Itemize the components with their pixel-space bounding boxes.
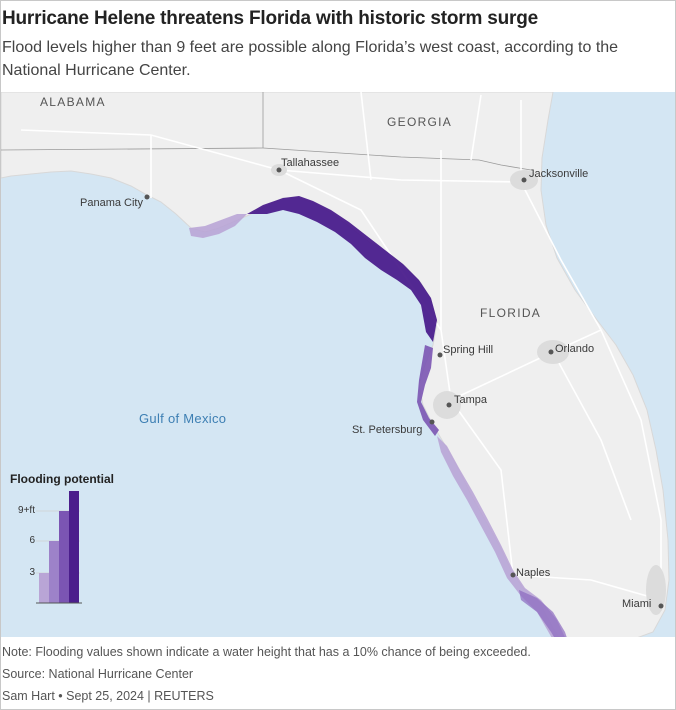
city-label-tallahassee: Tallahassee xyxy=(281,157,340,169)
city-label-orlando: Orlando xyxy=(555,343,595,355)
city-dot-tallahassee xyxy=(276,167,282,173)
legend-bar-mid-low xyxy=(49,541,59,603)
city-label-miami: Miami xyxy=(622,598,652,610)
surge-low-panhandle xyxy=(189,214,247,238)
footnote-credit: Sam Hart • Sept 25, 2024 | REUTERS xyxy=(2,689,214,703)
state-label-florida: FLORIDA xyxy=(480,306,542,320)
legend-bar-mid xyxy=(59,511,69,603)
legend-title: Flooding potential xyxy=(10,472,114,486)
footnote-note: Note: Flooding values shown indicate a w… xyxy=(2,645,531,659)
city-label-tampa: Tampa xyxy=(454,394,488,406)
city-label-naples: Naples xyxy=(516,567,551,579)
city-markers xyxy=(144,167,664,609)
gulf-of-mexico-label: Gulf of Mexico xyxy=(139,411,227,426)
city-label-jacksonville: Jacksonville xyxy=(529,168,589,180)
city-dot-orlando xyxy=(548,349,554,355)
city-dot-tampa xyxy=(446,402,452,408)
legend-bar-low xyxy=(39,573,49,603)
surge-mid-nature-coast xyxy=(417,345,439,436)
figure-subtitle: Flood levels higher than 9 feet are poss… xyxy=(2,39,619,79)
state-border-alabama-florida xyxy=(1,147,264,151)
footnote-source: Source: National Hurricane Center xyxy=(2,667,194,681)
legend-tick-3: 3 xyxy=(29,567,35,578)
city-dot-jacksonville xyxy=(521,177,527,183)
land-mass xyxy=(1,92,670,637)
state-label-georgia: GEORGIA xyxy=(387,115,453,129)
legend-tick-9ft: 9+ft xyxy=(18,505,35,516)
city-dot-spring-hill xyxy=(437,352,443,358)
figure-title: Hurricane Helene threatens Florida with … xyxy=(2,8,538,29)
legend-tick-6: 6 xyxy=(29,535,35,546)
florida-map xyxy=(1,92,675,637)
city-label-st-petersburg: St. Petersburg xyxy=(352,424,423,436)
city-label-panama-city: Panama City xyxy=(80,197,143,209)
state-label-alabama: ALABAMA xyxy=(40,95,106,109)
city-dot-panama-city xyxy=(144,194,150,200)
legend-bars xyxy=(36,491,82,604)
city-dot-miami xyxy=(658,603,664,609)
city-dot-naples xyxy=(510,572,516,578)
city-label-spring-hill: Spring Hill xyxy=(443,344,494,356)
state-border-georgia-florida xyxy=(262,147,532,171)
surge-low-southwest xyxy=(437,436,565,637)
surge-high-big-bend xyxy=(247,196,437,342)
legend-bar-high xyxy=(69,491,79,603)
surge-mid-southwest xyxy=(519,590,567,637)
city-dot-st-petersburg xyxy=(429,419,435,425)
